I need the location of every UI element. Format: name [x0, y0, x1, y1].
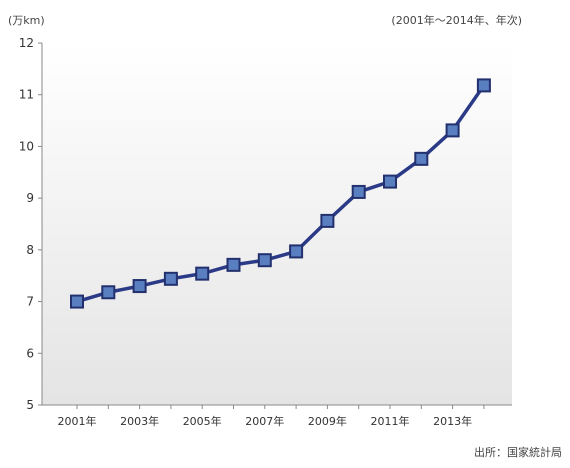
x-axis: 2001年 2003年 2005年 2007年 2009年 2011年 2013年 — [42, 404, 512, 428]
series-group — [70, 78, 491, 309]
y-axis: 5 6 7 8 9 10 11 12 — [19, 36, 43, 412]
x-tick-label: 2011年 — [371, 414, 410, 428]
x-tick-label: 2001年 — [58, 414, 97, 428]
data-point — [289, 244, 304, 259]
data-point — [351, 184, 366, 199]
y-unit-label: (万km) — [8, 14, 45, 27]
data-point — [383, 174, 397, 189]
y-tick-label: 12 — [19, 36, 34, 50]
data-point — [414, 151, 429, 166]
x-tick-label: 2013年 — [433, 414, 472, 428]
y-tick-label: 6 — [26, 346, 34, 360]
x-tick-label: 2007年 — [245, 414, 284, 428]
y-tick-label: 7 — [26, 295, 34, 309]
data-point — [476, 78, 491, 93]
y-tick-label: 9 — [26, 191, 34, 205]
y-tick-label: 11 — [19, 88, 34, 102]
data-point — [320, 213, 335, 228]
y-tick-label: 8 — [26, 243, 34, 257]
data-point — [257, 253, 272, 268]
data-point — [226, 257, 241, 272]
y-tick-label: 10 — [19, 139, 34, 153]
source-label: 出所：国家統計局 — [474, 446, 562, 459]
data-point — [195, 266, 210, 281]
plot-area — [42, 43, 512, 405]
x-tick-label: 2005年 — [183, 414, 222, 428]
y-tick-label: 5 — [26, 398, 34, 412]
x-tick-label: 2009年 — [308, 414, 347, 428]
data-point — [70, 294, 84, 309]
period-label: (2001年〜2014年、年次) — [391, 14, 522, 27]
data-point — [132, 279, 147, 294]
x-tick-label: 2003年 — [120, 414, 159, 428]
data-point — [163, 271, 178, 286]
data-point — [445, 123, 460, 138]
data-point — [101, 285, 116, 300]
